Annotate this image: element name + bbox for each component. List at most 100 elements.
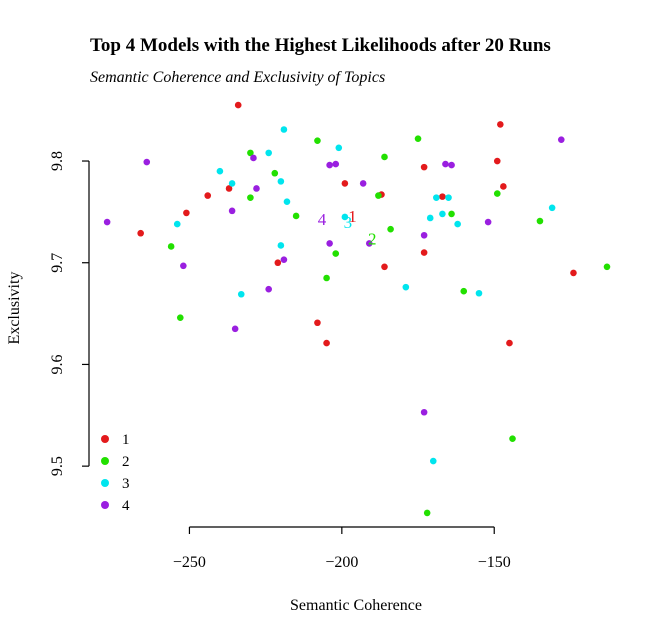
data-point-model-4: [332, 160, 340, 168]
data-point-model-4: [484, 218, 492, 226]
legend-marker-3: [101, 479, 109, 487]
data-point-model-1: [493, 157, 501, 165]
y-tick-label: 9.5: [49, 456, 66, 476]
data-point-model-3: [237, 290, 245, 298]
data-point-model-2: [247, 149, 254, 157]
data-point-model-2: [271, 169, 279, 177]
data-point-model-3: [335, 144, 343, 152]
x-tick-label: −250: [173, 554, 206, 571]
data-point-model-2: [375, 192, 382, 199]
data-point-model-4: [359, 180, 367, 187]
data-point-model-3: [173, 220, 181, 228]
data-point-model-1: [204, 192, 212, 199]
data-point-model-2: [314, 137, 321, 144]
model-center-label-1: 1: [348, 207, 357, 226]
data-point-model-2: [167, 243, 175, 250]
legend-marker-1: [101, 435, 109, 443]
legend-marker-2: [101, 457, 109, 465]
data-points: [103, 101, 611, 517]
data-point-model-1: [420, 163, 428, 171]
data-point-model-1: [341, 180, 349, 187]
data-point-model-1: [570, 269, 577, 277]
data-point-model-4: [265, 285, 272, 293]
data-point-model-2: [423, 509, 431, 517]
data-point-model-4: [103, 218, 111, 226]
y-axis: 9.5 9.6 9.7 9.8: [49, 151, 90, 476]
data-point-model-2: [493, 190, 501, 197]
data-point-model-4: [326, 240, 333, 247]
data-point-model-3: [277, 178, 285, 185]
data-point-model-2: [387, 225, 394, 233]
data-point-model-3: [475, 289, 483, 297]
data-point-model-3: [280, 126, 288, 133]
x-axis: −250 −200 −150: [173, 526, 511, 571]
data-point-model-1: [439, 193, 446, 200]
legend-marker-4: [101, 501, 109, 509]
data-point-model-4: [326, 161, 333, 169]
data-point-model-3: [445, 194, 452, 201]
data-point-model-1: [381, 263, 388, 271]
x-tick-label: −200: [325, 554, 358, 571]
y-tick-label: 9.8: [49, 151, 66, 171]
data-point-model-3: [439, 210, 446, 218]
data-point-model-1: [500, 183, 507, 190]
chart-title: Top 4 Models with the Highest Likelihood…: [90, 35, 551, 56]
data-point-model-3: [216, 167, 224, 175]
chart-subtitle: Semantic Coherence and Exclusivity of To…: [90, 69, 385, 86]
legend-label-2: 2: [122, 454, 130, 470]
x-axis-label: Semantic Coherence: [290, 597, 422, 614]
data-point-model-3: [433, 194, 440, 201]
data-point-model-2: [536, 217, 544, 225]
data-point-model-1: [137, 229, 144, 237]
data-point-model-1: [497, 121, 504, 128]
data-point-model-2: [292, 212, 300, 220]
data-point-model-2: [323, 274, 330, 282]
y-tick-label: 9.7: [49, 253, 66, 273]
data-point-model-1: [323, 339, 330, 347]
data-point-model-3: [341, 213, 349, 221]
data-point-model-3: [402, 283, 410, 291]
data-point-model-1: [506, 339, 513, 347]
data-point-model-2: [414, 135, 422, 142]
data-point-model-1: [234, 101, 242, 109]
data-point-model-2: [448, 210, 455, 218]
data-point-model-4: [231, 325, 239, 333]
data-point-model-3: [283, 198, 291, 206]
data-point-model-4: [448, 161, 455, 169]
data-point-model-4: [280, 256, 288, 263]
data-point-model-4: [420, 408, 428, 416]
data-point-model-2: [247, 194, 254, 201]
data-point-model-1: [274, 259, 282, 267]
data-point-model-4: [365, 240, 373, 247]
data-point-model-4: [442, 160, 449, 168]
data-point-model-1: [420, 249, 428, 256]
data-point-model-4: [180, 262, 187, 270]
data-point-model-4: [420, 231, 428, 239]
data-point-model-2: [381, 153, 388, 161]
data-point-model-4: [228, 207, 236, 215]
data-point-model-2: [509, 435, 516, 442]
legend-label-3: 3: [122, 476, 130, 492]
data-point-model-2: [603, 263, 611, 271]
data-point-model-2: [176, 314, 184, 321]
data-point-model-3: [548, 204, 556, 212]
data-point-model-1: [183, 209, 190, 217]
data-point-model-3: [265, 149, 272, 157]
data-point-model-1: [225, 185, 233, 192]
data-point-model-3: [426, 214, 434, 222]
data-point-model-4: [143, 158, 151, 166]
data-point-model-1: [314, 319, 321, 327]
model-center-label-3: 3: [344, 213, 353, 232]
data-point-model-2: [332, 250, 340, 257]
data-point-model-3: [429, 457, 437, 465]
x-tick-label: −150: [478, 554, 511, 571]
y-axis-label: Exclusivity: [6, 272, 23, 345]
legend-label-4: 4: [122, 498, 130, 514]
y-tick-label: 9.6: [49, 354, 66, 374]
data-point-model-4: [253, 185, 260, 192]
model-center-label-4: 4: [318, 210, 327, 229]
data-point-model-4: [557, 136, 565, 143]
data-point-model-3: [228, 180, 236, 187]
